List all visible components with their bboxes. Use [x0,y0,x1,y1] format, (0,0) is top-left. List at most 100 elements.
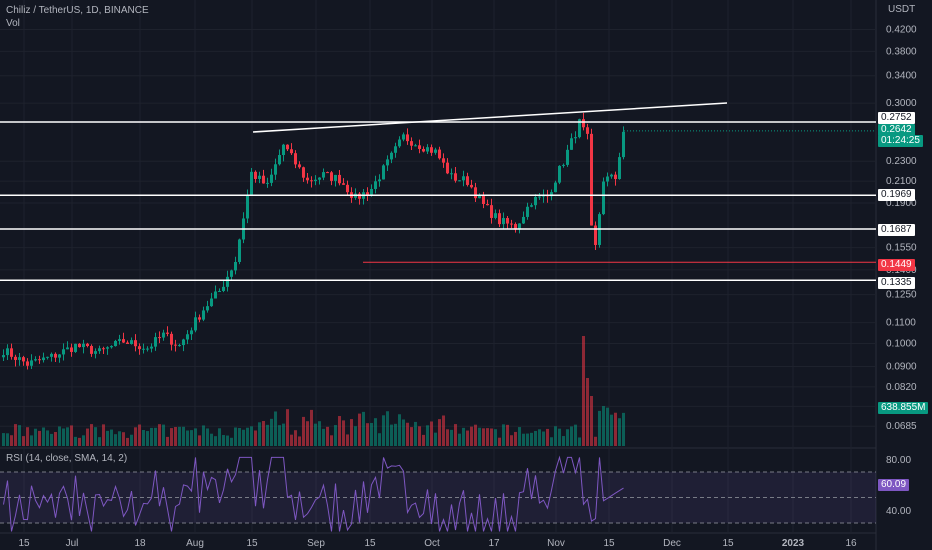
candle-body [474,187,477,199]
volume-bar [150,427,153,446]
candle-body [530,205,533,207]
volume-bar [298,436,301,446]
time-tick-label: 15 [246,538,258,549]
candle-body [526,206,529,217]
volume-bar [330,435,333,446]
candle-body [134,340,137,347]
volume-bar [278,425,281,446]
volume-bar [222,435,225,446]
volume-bar [498,437,501,446]
candle-body [82,343,85,348]
candle-body [22,357,25,362]
candle-body [38,359,41,361]
candle-body [458,180,461,182]
volume-bar [586,378,589,446]
drawing-lines [0,102,876,281]
volume-bar [66,427,69,446]
trend-line [252,102,728,133]
price-tick-label: 0.3800 [886,46,917,57]
candle-body [466,176,469,185]
volume-legend[interactable]: Vol [6,18,20,29]
candle-body [18,357,21,360]
volume-bar [490,428,493,446]
candle-body [450,173,453,175]
candle-body [266,182,269,184]
candle-body [370,188,373,195]
price-tick-label: 0.0685 [886,421,917,432]
candle-body [306,177,309,181]
volume-bar [486,428,489,446]
volume-bar [202,425,205,446]
candle-body [214,291,217,299]
candle-body [414,145,417,147]
rsi-line [3,455,624,532]
volume-bar [190,430,193,446]
volume-bar [606,407,609,446]
volume-bar [206,428,209,446]
volume-bar [434,432,437,446]
volume-bar [6,433,9,446]
volume-bar [534,430,537,446]
volume-bar [102,424,105,446]
volume-bar [306,421,309,446]
candle-body [90,345,93,354]
volume-bar [506,424,509,446]
level-badge-4: 0.1449 [878,259,915,271]
price-tick-label: 0.2300 [886,156,917,167]
candle-body [614,174,617,180]
volume-bar [94,427,97,446]
candle-body [610,174,613,177]
volume-bar [530,432,533,446]
volume-bar [182,426,185,446]
candle-body [78,343,81,348]
candle-body [238,239,241,262]
volume-bar [26,427,29,446]
candle-body [310,180,313,182]
candle-body [98,348,101,352]
volume-bar [554,426,557,446]
price-candles [2,112,625,370]
time-tick-label: 18 [134,538,146,549]
candle-body [322,172,325,178]
candle-body [294,153,297,165]
candle-body [418,145,421,149]
rsi-legend[interactable]: RSI (14, close, SMA, 14, 2) [6,453,128,464]
volume-bar [106,430,109,446]
candle-body [46,356,49,358]
candle-body [118,339,121,341]
volume-bar [538,429,541,446]
volume-bar [462,427,465,446]
candle-body [422,148,425,152]
volume-bar [170,428,173,446]
price-tick-label: 0.4200 [886,25,917,36]
volume-bar [178,426,181,446]
countdown-badge: 01:24:25 [878,135,923,147]
volume-bar [594,436,597,446]
volume-bar [482,428,485,446]
candle-body [602,181,605,215]
volume-bar [310,409,313,446]
candle-body [430,147,433,153]
rsi-tick-label: 80.00 [886,455,911,466]
rsi-pane [0,455,876,532]
volume-bar [406,422,409,446]
volume-bar [242,429,245,446]
symbol-legend[interactable]: Chiliz / TetherUS, 1D, BINANCE [6,5,149,16]
volume-bar [354,426,357,446]
volume-bar [78,437,81,446]
candle-body [146,348,149,350]
candle-body [302,167,305,178]
candle-body [198,317,201,320]
candle-body [454,173,457,181]
candle-body [366,192,369,195]
volume-bar [374,418,377,446]
candle-body [26,361,29,366]
candle-body [326,172,329,174]
volume-bar [98,437,101,446]
volume-bar [558,428,561,446]
volume-bar [86,428,89,446]
candle-body [202,310,205,320]
candle-body [278,155,281,165]
volume-bar [450,429,453,446]
